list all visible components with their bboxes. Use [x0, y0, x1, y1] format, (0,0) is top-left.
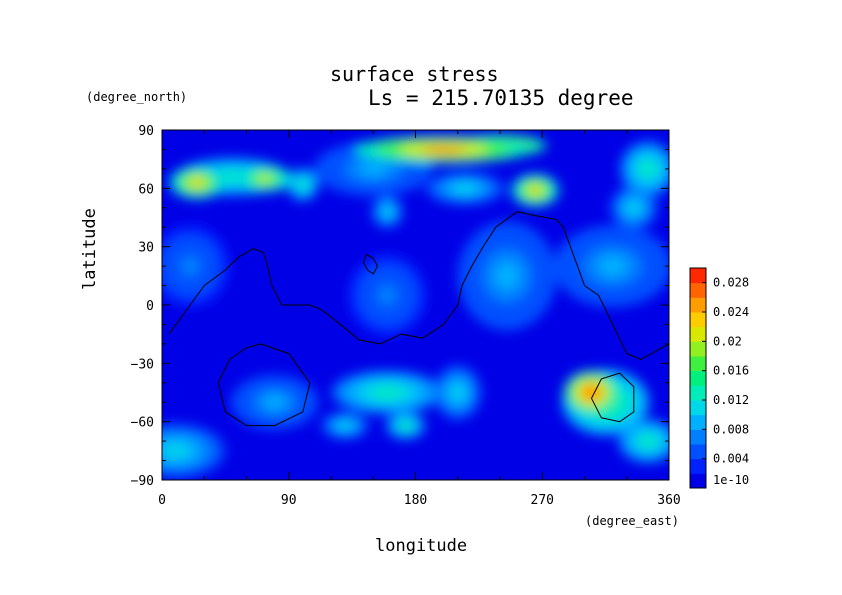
- colorbar-tick-label: 0.008: [713, 422, 749, 436]
- stress-hotspot-19-level-3: [257, 175, 272, 183]
- stress-hotspot-1-level-3: [377, 285, 398, 306]
- stress-hotspot-20-level-3: [190, 178, 205, 187]
- colorbar-segment: [690, 473, 706, 489]
- colorbar-tick-label: 0.004: [713, 452, 749, 466]
- y-tick-label: 0: [146, 299, 154, 314]
- colorbar-segment: [690, 444, 706, 460]
- colorbar-tick-label: 0.024: [713, 305, 749, 319]
- x-tick-label: 90: [281, 493, 297, 508]
- colorbar-tick-label: 0.012: [713, 393, 749, 407]
- colorbar-tick-label: 0.016: [713, 364, 749, 378]
- colorbar-frame: [689, 267, 707, 489]
- y-axis-units: (degree_north): [86, 90, 188, 104]
- stress-hotspot-3-level-3: [597, 255, 628, 277]
- stress-hotspot-9-level-3: [627, 202, 640, 214]
- colorbar-segment: [690, 385, 706, 401]
- colorbar-segment: [690, 341, 706, 357]
- colorbar-segment: [690, 282, 706, 298]
- crater-outline-2: [217, 343, 311, 427]
- stress-hotspot-14-level-3: [373, 387, 402, 398]
- plot-axes: 0 90 180 270 360 90 60 30 0 −30 −60 −90: [131, 124, 681, 508]
- x-tick-label: 270: [531, 493, 554, 508]
- y-tick-label: −90: [131, 474, 154, 489]
- colorbar-segment: [690, 370, 706, 386]
- x-axis-label: longitude: [375, 536, 468, 556]
- stress-field: [162, 130, 669, 480]
- colorbar-tick-label: 0.028: [713, 276, 749, 290]
- y-tick-label: 90: [138, 124, 154, 139]
- continent-contours: [168, 211, 669, 427]
- y-tick-label: −60: [131, 416, 154, 431]
- continent-outline-1: [168, 211, 669, 360]
- x-tick-label: 0: [158, 493, 166, 508]
- y-tick-label: 30: [138, 241, 154, 256]
- stress-hotspot-11-level-3: [454, 184, 475, 193]
- stress-hotspot-8-level-3: [163, 444, 189, 458]
- stress-hotspot-17-level-3: [400, 422, 411, 429]
- stress-hotspot-24-level-3: [584, 387, 599, 398]
- colorbar-tick-label: 1e-10: [713, 473, 749, 487]
- chart-subtitle: Ls = 215.70135 degree: [368, 86, 634, 110]
- colorbar-segment: [690, 458, 706, 474]
- stress-hotspot-13-level-3: [640, 435, 656, 447]
- colorbar-segment: [690, 400, 706, 416]
- stress-hotspot-15-level-3: [640, 162, 655, 176]
- stress-hotspot-10-level-3: [383, 207, 392, 216]
- y-tick-label: 60: [138, 182, 154, 197]
- chart-title: surface stress: [330, 62, 499, 86]
- stress-hotspot-5-level-3: [358, 162, 389, 176]
- stress-hotspot-4-level-3: [494, 262, 520, 290]
- colorbar: 1e-10 0.004 0.008 0.012 0.016 0.02 0.024 0.028: [689, 267, 749, 489]
- colorbar-segment: [690, 312, 706, 328]
- stress-hotspot-7-level-3: [451, 385, 464, 400]
- stress-hotspot-6-level-3: [339, 422, 351, 429]
- colorbar-segment: [690, 326, 706, 342]
- colorbar-segment: [690, 297, 706, 313]
- stress-hotspot-2-level-3: [263, 395, 286, 410]
- stress-hotspot-0-level-3: [180, 255, 201, 277]
- x-axis-units: (degree_east): [585, 514, 679, 528]
- crater-outline-1: [362, 253, 379, 275]
- colorbar-segment: [690, 429, 706, 445]
- x-tick-label: 180: [404, 493, 427, 508]
- colorbar-segment: [690, 414, 706, 430]
- y-tick-label: −30: [131, 357, 154, 372]
- stress-hotspot-21-level-3: [529, 186, 542, 195]
- crater-outline-3: [590, 372, 635, 423]
- stress-hotspot-23-level-3: [421, 146, 466, 153]
- colorbar-segment: [690, 356, 706, 372]
- x-tick-label: 360: [657, 493, 680, 508]
- colorbar-tick-label: 0.02: [713, 334, 742, 348]
- stress-hotspot-16-level-3: [298, 180, 307, 189]
- colorbar-segment: [690, 268, 706, 284]
